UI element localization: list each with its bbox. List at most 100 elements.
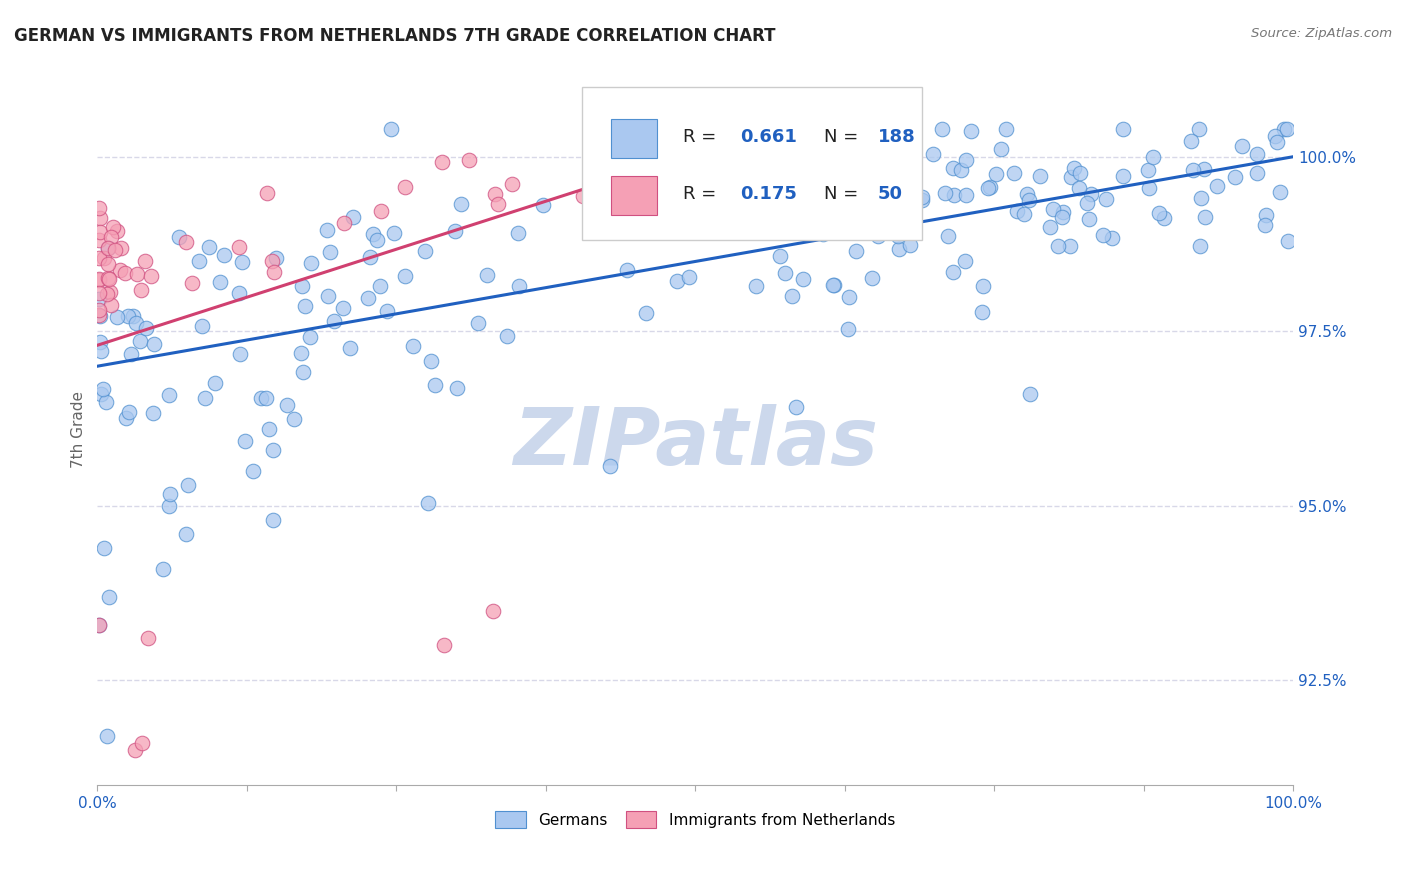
Point <box>104 243 127 257</box>
Point <box>1189 239 1212 253</box>
Point <box>1206 179 1229 194</box>
Point <box>176 526 198 541</box>
Point <box>942 161 965 175</box>
Point <box>634 306 657 320</box>
Point <box>1005 204 1028 219</box>
Point <box>361 227 384 242</box>
Point <box>837 168 859 182</box>
Point <box>678 269 700 284</box>
Text: N =: N = <box>824 128 865 146</box>
Point <box>290 345 312 359</box>
Point <box>228 347 250 361</box>
Point <box>887 229 910 244</box>
Point <box>264 251 287 265</box>
Point <box>402 338 425 352</box>
Point <box>986 167 1008 181</box>
Point <box>1147 206 1170 220</box>
Point <box>359 251 381 265</box>
Point <box>1137 181 1160 195</box>
Point <box>382 226 405 240</box>
Point <box>531 198 554 212</box>
Point <box>118 405 141 419</box>
Point <box>921 146 943 161</box>
Point <box>1039 220 1062 235</box>
Point <box>98 285 121 299</box>
Point <box>127 267 149 281</box>
Point <box>1136 163 1159 178</box>
Point <box>1002 166 1025 180</box>
Point <box>1018 194 1040 208</box>
Point <box>87 201 110 215</box>
Point <box>1142 149 1164 163</box>
Point <box>508 278 530 293</box>
Point <box>1112 169 1135 183</box>
Point <box>129 283 152 297</box>
Point <box>135 320 157 334</box>
Y-axis label: 7th Grade: 7th Grade <box>72 391 86 467</box>
Point <box>990 142 1012 156</box>
Point <box>100 298 122 312</box>
Point <box>1254 218 1277 232</box>
Point <box>1277 234 1299 248</box>
Point <box>96 287 118 301</box>
Point <box>110 241 132 255</box>
Point <box>87 617 110 632</box>
Point <box>955 187 977 202</box>
Point <box>1225 170 1247 185</box>
Point <box>174 235 197 249</box>
Point <box>1270 185 1292 199</box>
Point <box>125 316 148 330</box>
Point <box>262 254 284 268</box>
Point <box>394 268 416 283</box>
Point <box>167 230 190 244</box>
Point <box>152 562 174 576</box>
Point <box>949 163 972 178</box>
Point <box>117 310 139 324</box>
Point <box>1012 207 1035 221</box>
Point <box>1194 211 1216 225</box>
Point <box>1265 135 1288 149</box>
Point <box>100 229 122 244</box>
Point <box>458 153 481 168</box>
Point <box>995 121 1018 136</box>
Point <box>262 513 284 527</box>
Point <box>1112 121 1135 136</box>
Point <box>136 632 159 646</box>
Text: 188: 188 <box>879 128 915 146</box>
Point <box>89 335 111 350</box>
Point <box>188 254 211 268</box>
Point <box>1180 134 1202 148</box>
Point <box>616 262 638 277</box>
Point <box>242 464 264 478</box>
Point <box>970 304 993 318</box>
Point <box>1060 170 1083 185</box>
Point <box>157 499 180 513</box>
Text: 0.661: 0.661 <box>741 128 797 146</box>
Text: Source: ZipAtlas.com: Source: ZipAtlas.com <box>1251 27 1392 40</box>
Point <box>413 244 436 258</box>
Point <box>94 395 117 409</box>
Point <box>785 400 807 414</box>
Point <box>1069 180 1091 194</box>
Point <box>1042 202 1064 216</box>
Point <box>87 272 110 286</box>
Point <box>332 301 354 315</box>
Point <box>450 197 472 211</box>
Point <box>204 376 226 390</box>
Point <box>444 223 467 237</box>
Point <box>96 729 118 743</box>
Point <box>319 245 342 260</box>
Point <box>508 226 530 240</box>
Point <box>89 225 111 239</box>
Point <box>416 496 439 510</box>
Point <box>420 354 443 368</box>
Point <box>87 233 110 247</box>
Point <box>368 279 391 293</box>
Text: R =: R = <box>683 128 723 146</box>
Point <box>467 316 489 330</box>
Point <box>157 388 180 402</box>
Point <box>89 310 111 324</box>
Point <box>1047 239 1070 253</box>
Point <box>942 265 965 279</box>
Point <box>131 736 153 750</box>
